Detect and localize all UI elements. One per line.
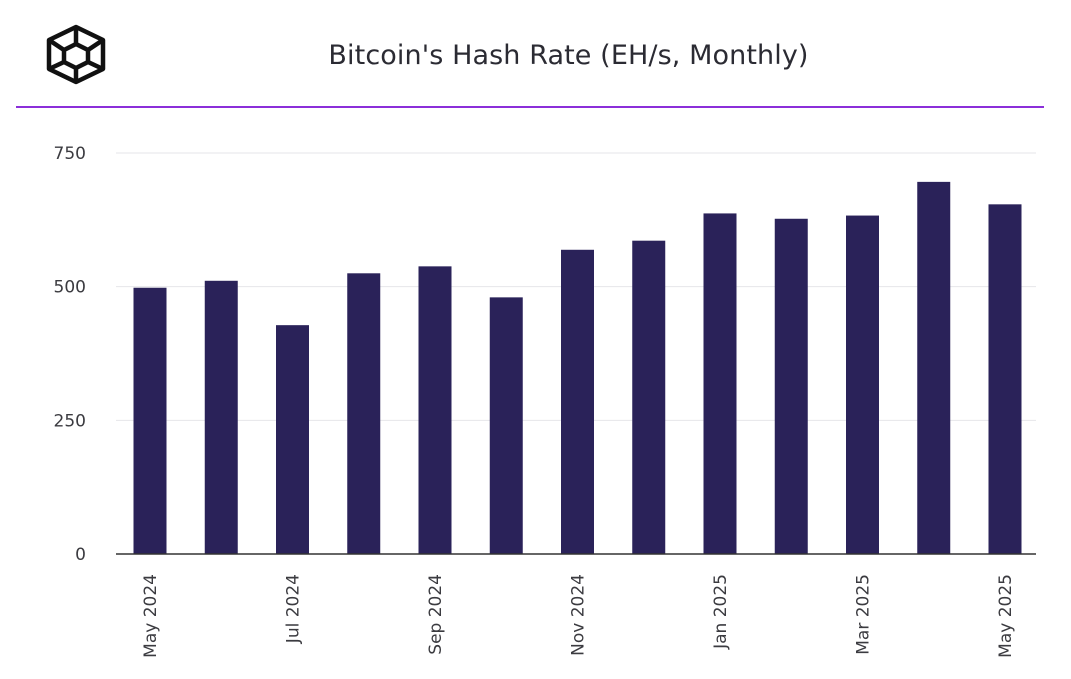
bar-aug-2024 xyxy=(347,273,381,554)
x-tick-label: May 2024 xyxy=(141,574,161,658)
header-divider xyxy=(16,106,1044,108)
x-axis-ticks: May 2024 Jul 2024 Sep 2024 Nov 2024 Jan 2025… xyxy=(141,574,1016,658)
x-tick-label: Mar 2025 xyxy=(854,574,874,655)
bar-feb-2025 xyxy=(774,218,808,554)
bar-jun-2024 xyxy=(204,280,238,554)
y-tick-label: 250 xyxy=(54,411,86,431)
bar-dec-2024 xyxy=(632,240,666,554)
bar-jul-2024 xyxy=(276,325,309,554)
x-tick-label: May 2025 xyxy=(996,574,1016,658)
y-tick-label: 0 xyxy=(75,545,86,565)
x-tick-label: Nov 2024 xyxy=(569,574,589,656)
x-tick-label: Jul 2024 xyxy=(284,574,304,644)
bar-jan-2025 xyxy=(703,213,737,554)
bar-oct-2024 xyxy=(489,297,523,554)
chart-title: Bitcoin's Hash Rate (EH/s, Monthly) xyxy=(328,40,809,71)
bar-may-2025 xyxy=(988,204,1022,554)
bar-apr-2025 xyxy=(917,181,951,554)
cube-logo-icon xyxy=(46,24,106,85)
y-tick-label: 500 xyxy=(54,278,86,298)
bars xyxy=(133,181,1022,555)
bar-sep-2024 xyxy=(418,266,452,554)
x-tick-label: Jan 2025 xyxy=(711,574,731,650)
y-tick-label: 750 xyxy=(54,144,86,164)
bar-may-2024 xyxy=(133,287,167,554)
bar-mar-2025 xyxy=(846,215,879,554)
y-axis-ticks: 0 250 500 750 xyxy=(54,144,86,565)
x-tick-label: Sep 2024 xyxy=(426,574,446,655)
bar-nov-2024 xyxy=(561,249,594,555)
